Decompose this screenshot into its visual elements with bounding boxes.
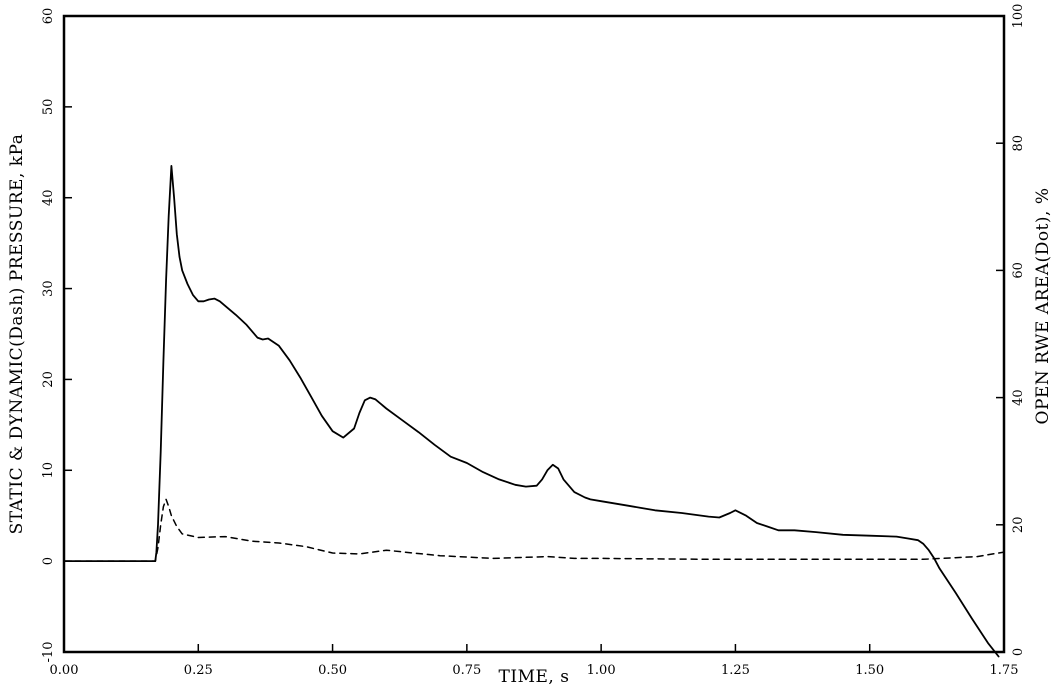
x-tick-label: 1.25: [721, 663, 750, 678]
y-tick-label: 0: [41, 557, 56, 565]
y-axis-title: STATIC & DYNAMIC(Dash) PRESSURE, kPa: [7, 134, 27, 535]
y-tick-label: -10: [41, 642, 56, 663]
y-tick-label: 30: [41, 280, 56, 297]
y-tick-label: 40: [41, 189, 56, 206]
x-tick-label: 1.75: [990, 663, 1019, 678]
x-tick-label: 0.50: [318, 663, 347, 678]
y-tick-label: 50: [41, 99, 56, 116]
y2-tick-label: 20: [1011, 517, 1026, 534]
x-tick-label: 0.25: [184, 663, 213, 678]
plot-frame: [62, 14, 1006, 654]
y2-tick-label: 100: [1011, 4, 1026, 29]
y-tick-label: 60: [41, 8, 56, 25]
y2-tick-label: 40: [1011, 389, 1026, 406]
y2-tick-label: 0: [1011, 648, 1026, 656]
dynamic-pressure-dash-line: [63, 498, 1005, 562]
static-pressure-line: [63, 164, 1000, 658]
x-tick-label: 1.50: [855, 663, 884, 678]
ticks-layer: 0.00 0.25 0.50 0.75 1.00 1.25 1.50 1.75 -10 0 10 20…: [41, 4, 1026, 678]
x-axis-title: TIME, s: [499, 667, 570, 687]
y-tick-label: 20: [41, 371, 56, 388]
y2-tick-label: 60: [1011, 262, 1026, 279]
y2-axis-title: OPEN RWE AREA(Dot), %: [1033, 188, 1053, 425]
series-layer: [63, 164, 1005, 658]
y2-tick-label: 80: [1011, 135, 1026, 152]
x-tick-label: 0.00: [50, 663, 79, 678]
y-tick-label: 10: [41, 462, 56, 479]
x-tick-label: 1.00: [587, 663, 616, 678]
x-tick-label: 0.75: [452, 663, 481, 678]
